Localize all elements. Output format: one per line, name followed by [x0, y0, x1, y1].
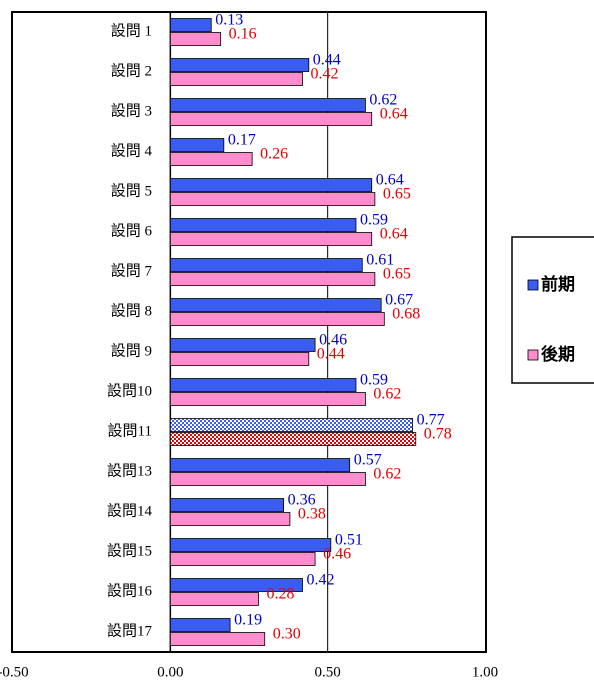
- bar: [169, 98, 366, 112]
- category-label: 設問10: [107, 382, 152, 399]
- bar: [169, 58, 310, 72]
- value-label: 0.51: [335, 532, 363, 549]
- legend-label: 後期: [541, 344, 575, 365]
- value-label: 0.28: [266, 586, 294, 603]
- bar: [169, 312, 385, 326]
- category-label: 設問 7: [111, 262, 153, 279]
- category-label: 設問 6: [111, 222, 153, 239]
- legend-swatch: [527, 279, 539, 291]
- category-label: 設問 9: [111, 342, 152, 359]
- value-label: 0.17: [228, 132, 256, 149]
- bar: [169, 458, 351, 472]
- category-label: 設問16: [107, 582, 153, 599]
- value-label: 0.64: [376, 172, 404, 189]
- value-label: 0.59: [360, 372, 388, 389]
- bar: [169, 632, 266, 646]
- category-label: 設問 2: [111, 62, 152, 79]
- value-label: 0.44: [313, 52, 341, 69]
- bar: [169, 552, 316, 566]
- value-label: 0.42: [306, 572, 334, 589]
- value-label: 0.42: [310, 66, 338, 83]
- bar: [169, 512, 291, 526]
- category-label: 設問 8: [111, 302, 152, 319]
- bar: [169, 258, 363, 272]
- x-tick-label: 1.00: [472, 664, 498, 680]
- bar: [169, 32, 222, 46]
- bar: [169, 392, 366, 406]
- category-label: 設問11: [108, 422, 152, 439]
- value-label: 0.38: [298, 506, 326, 523]
- legend-swatch: [527, 349, 539, 361]
- bar: [169, 592, 259, 606]
- value-label: 0.36: [288, 492, 316, 509]
- bar: [169, 538, 332, 552]
- value-label: 0.44: [317, 346, 345, 363]
- legend-box: [511, 236, 594, 384]
- bar: [169, 432, 417, 446]
- value-label: 0.65: [383, 266, 411, 283]
- bar: [169, 418, 414, 432]
- value-label: 0.78: [424, 426, 452, 443]
- category-label: 設問 4: [111, 142, 153, 159]
- category-label: 設問 1: [111, 22, 152, 39]
- value-label: 0.57: [354, 452, 382, 469]
- value-label: 0.46: [323, 546, 351, 563]
- category-label: 設問13: [107, 462, 152, 479]
- bar: [169, 138, 225, 152]
- value-label: 0.26: [260, 146, 288, 163]
- value-label: 0.30: [273, 626, 301, 643]
- bar: [169, 218, 357, 232]
- bar: [169, 338, 316, 352]
- bar: [169, 578, 303, 592]
- bar: [169, 618, 231, 632]
- bar: [169, 192, 376, 206]
- category-label: 設問 3: [111, 102, 152, 119]
- category-label: 設問14: [107, 502, 153, 519]
- plot-frame: [11, 11, 487, 653]
- value-label: 0.64: [380, 106, 408, 123]
- category-label: 設問15: [107, 542, 152, 559]
- value-label: 0.62: [373, 466, 401, 483]
- value-label: 0.46: [319, 332, 347, 349]
- bar: [169, 18, 212, 32]
- x-tick-label: 0.50: [315, 664, 341, 680]
- value-label: 0.65: [383, 186, 411, 203]
- bar: [169, 352, 310, 366]
- value-label: 0.64: [380, 226, 408, 243]
- value-label: 0.16: [229, 26, 257, 43]
- x-tick-label: 0.00: [157, 664, 183, 680]
- bar: [169, 152, 253, 166]
- value-label: 0.67: [385, 292, 413, 309]
- bar: [169, 112, 373, 126]
- bar: [169, 178, 373, 192]
- bar: [169, 72, 303, 86]
- category-label: 設問 5: [111, 182, 152, 199]
- value-label: 0.19: [234, 612, 262, 629]
- value-label: 0.13: [215, 12, 243, 29]
- value-label: 0.61: [366, 252, 394, 269]
- value-label: 0.77: [417, 412, 445, 429]
- x-tick-label: -0.50: [0, 664, 29, 680]
- bar: [169, 298, 382, 312]
- category-label: 設問17: [107, 622, 153, 639]
- bar: [169, 498, 285, 512]
- value-label: 0.68: [392, 306, 420, 323]
- bar: [169, 272, 376, 286]
- value-label: 0.62: [369, 92, 397, 109]
- value-label: 0.59: [360, 212, 388, 229]
- bar: [169, 472, 366, 486]
- bar: [169, 378, 357, 392]
- legend-label: 前期: [541, 274, 575, 295]
- value-label: 0.62: [373, 386, 401, 403]
- bar: [169, 232, 373, 246]
